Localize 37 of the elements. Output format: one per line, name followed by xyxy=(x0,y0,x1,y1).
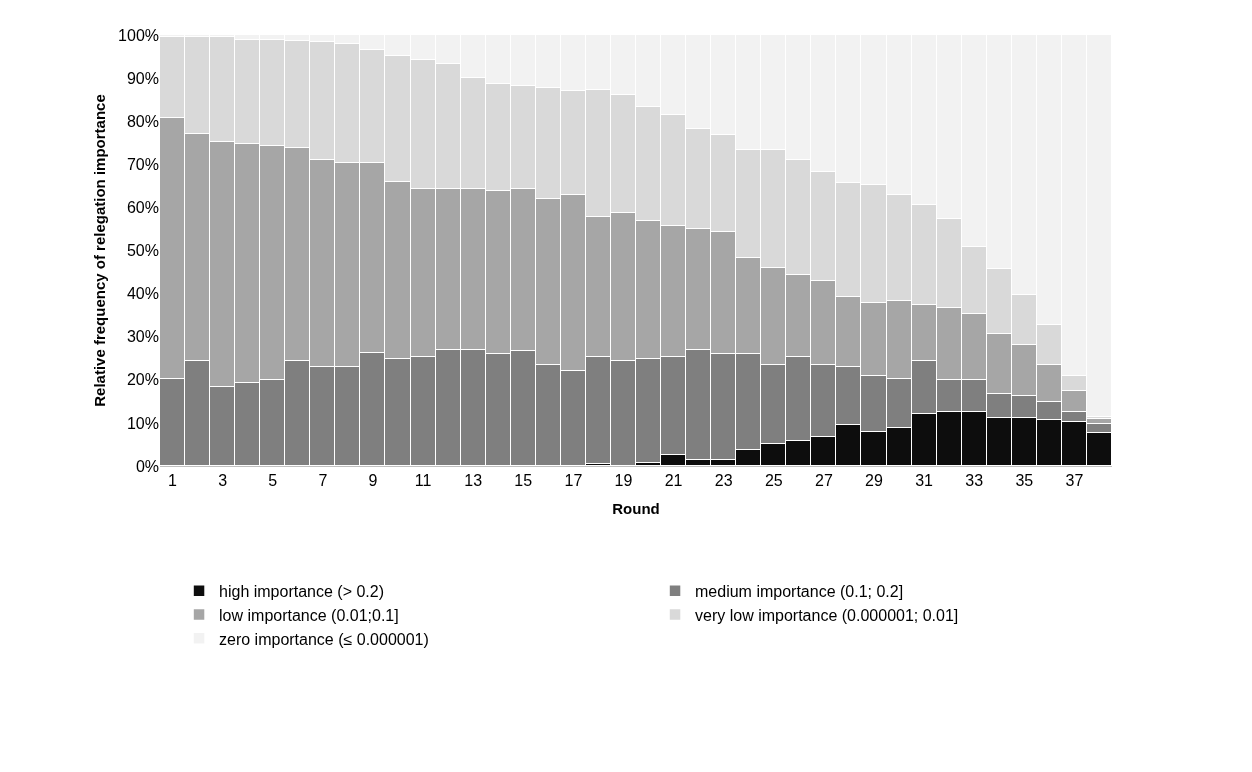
x-axis-title: Round xyxy=(612,500,660,518)
y-tick-label: 0% xyxy=(135,457,159,475)
x-tick-label: 19 xyxy=(614,472,633,490)
y-tick-label: 90% xyxy=(126,69,159,87)
x-tick-label: 21 xyxy=(664,472,683,490)
x-tick-label: 25 xyxy=(764,472,783,490)
x-tick-label: 29 xyxy=(865,472,883,490)
y-tick-label: 20% xyxy=(126,371,159,389)
x-tick-label: 3 xyxy=(218,472,228,490)
y-tick-label: 50% xyxy=(126,242,159,260)
x-tick-label: 7 xyxy=(318,472,328,490)
x-tick-label: 23 xyxy=(714,472,733,490)
y-tick-label: 100% xyxy=(118,26,159,44)
y-tick-label: 40% xyxy=(126,285,159,303)
x-tick-label: 15 xyxy=(514,472,533,490)
y-tick-label: 70% xyxy=(126,155,159,173)
x-tick-label: 13 xyxy=(464,472,483,490)
x-tick-label: 31 xyxy=(915,472,934,490)
y-tick-label: 30% xyxy=(126,328,159,346)
x-tick-label: 9 xyxy=(368,472,378,490)
y-tick-label: 80% xyxy=(126,112,159,130)
y-tick-label: 10% xyxy=(126,414,159,432)
x-tick-label: 33 xyxy=(965,472,984,490)
y-tick-label: 60% xyxy=(126,199,159,216)
y-axis-title: Relative frequency of relegation importance xyxy=(91,94,109,407)
x-tick-label: 37 xyxy=(1065,472,1084,490)
legend-label: zero importance (≤ 0.000001) xyxy=(219,630,429,648)
legend-label: high importance (> 0.2) xyxy=(219,582,385,600)
x-tick-label: 11 xyxy=(414,472,432,490)
x-tick-label: 1 xyxy=(168,472,178,490)
legend-label: very low importance (0.000001; 0.01] xyxy=(695,606,959,624)
x-tick-label: 35 xyxy=(1015,472,1034,490)
legend-label: low importance (0.01;0.1] xyxy=(219,606,399,624)
legend-label: medium importance (0.1; 0.2] xyxy=(695,582,904,600)
x-tick-label: 17 xyxy=(564,472,583,490)
x-tick-label: 27 xyxy=(814,472,833,490)
x-tick-label: 5 xyxy=(268,472,278,490)
